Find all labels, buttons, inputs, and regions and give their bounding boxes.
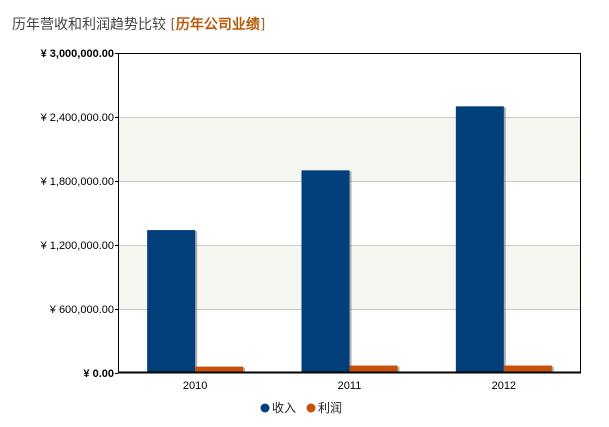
y-tick-label: ¥ 0.00 xyxy=(83,368,114,380)
x-tick-label: 2011 xyxy=(338,380,362,392)
profit-bar-2010[interactable] xyxy=(195,366,244,373)
profit-bar-2011[interactable] xyxy=(349,365,398,373)
profit-legend-label[interactable]: 利润 xyxy=(318,401,342,415)
x-tick-labels: 2010 2011 2012 xyxy=(183,380,516,392)
bracket-close: ] xyxy=(259,17,266,33)
revenue-bar-2011[interactable] xyxy=(301,170,350,373)
bars xyxy=(147,106,554,373)
profit-bar-2012[interactable] xyxy=(503,365,552,373)
profit-legend-marker xyxy=(306,403,316,413)
bracket-open: [ xyxy=(170,17,176,33)
revenue-bar-2012[interactable] xyxy=(455,106,504,373)
revenue-bar-2010[interactable] xyxy=(147,230,196,373)
company-performance-link[interactable]: 历年公司业绩 xyxy=(175,17,260,33)
x-tick-label: 2012 xyxy=(492,380,516,392)
revenue-legend-label[interactable]: 收入 xyxy=(272,401,296,415)
y-tick-label: ¥ 2,400,000.00 xyxy=(40,112,114,124)
y-tick-label: ¥ 600,000.00 xyxy=(49,304,114,316)
axes xyxy=(118,53,581,374)
y-tick-labels: ¥ 0.00 ¥ 600,000.00 ¥ 1,200,000.00 ¥ 1,800,… xyxy=(40,48,118,380)
y-tick-label: ¥ 1,200,000.00 xyxy=(40,240,114,252)
x-tick-label: 2010 xyxy=(183,380,207,392)
chart-title: 历年营收和利润趋势比较 xyxy=(12,17,166,33)
y-tick-label: ¥ 3,000,000.00 xyxy=(41,48,114,60)
chart-header: 历年营收和利润趋势比较 [历年公司业绩] xyxy=(12,14,265,34)
legend: 收入 利润 xyxy=(260,401,342,415)
y-tick-label: ¥ 1,800,000.00 xyxy=(40,176,114,188)
revenue-legend-marker xyxy=(260,403,270,413)
